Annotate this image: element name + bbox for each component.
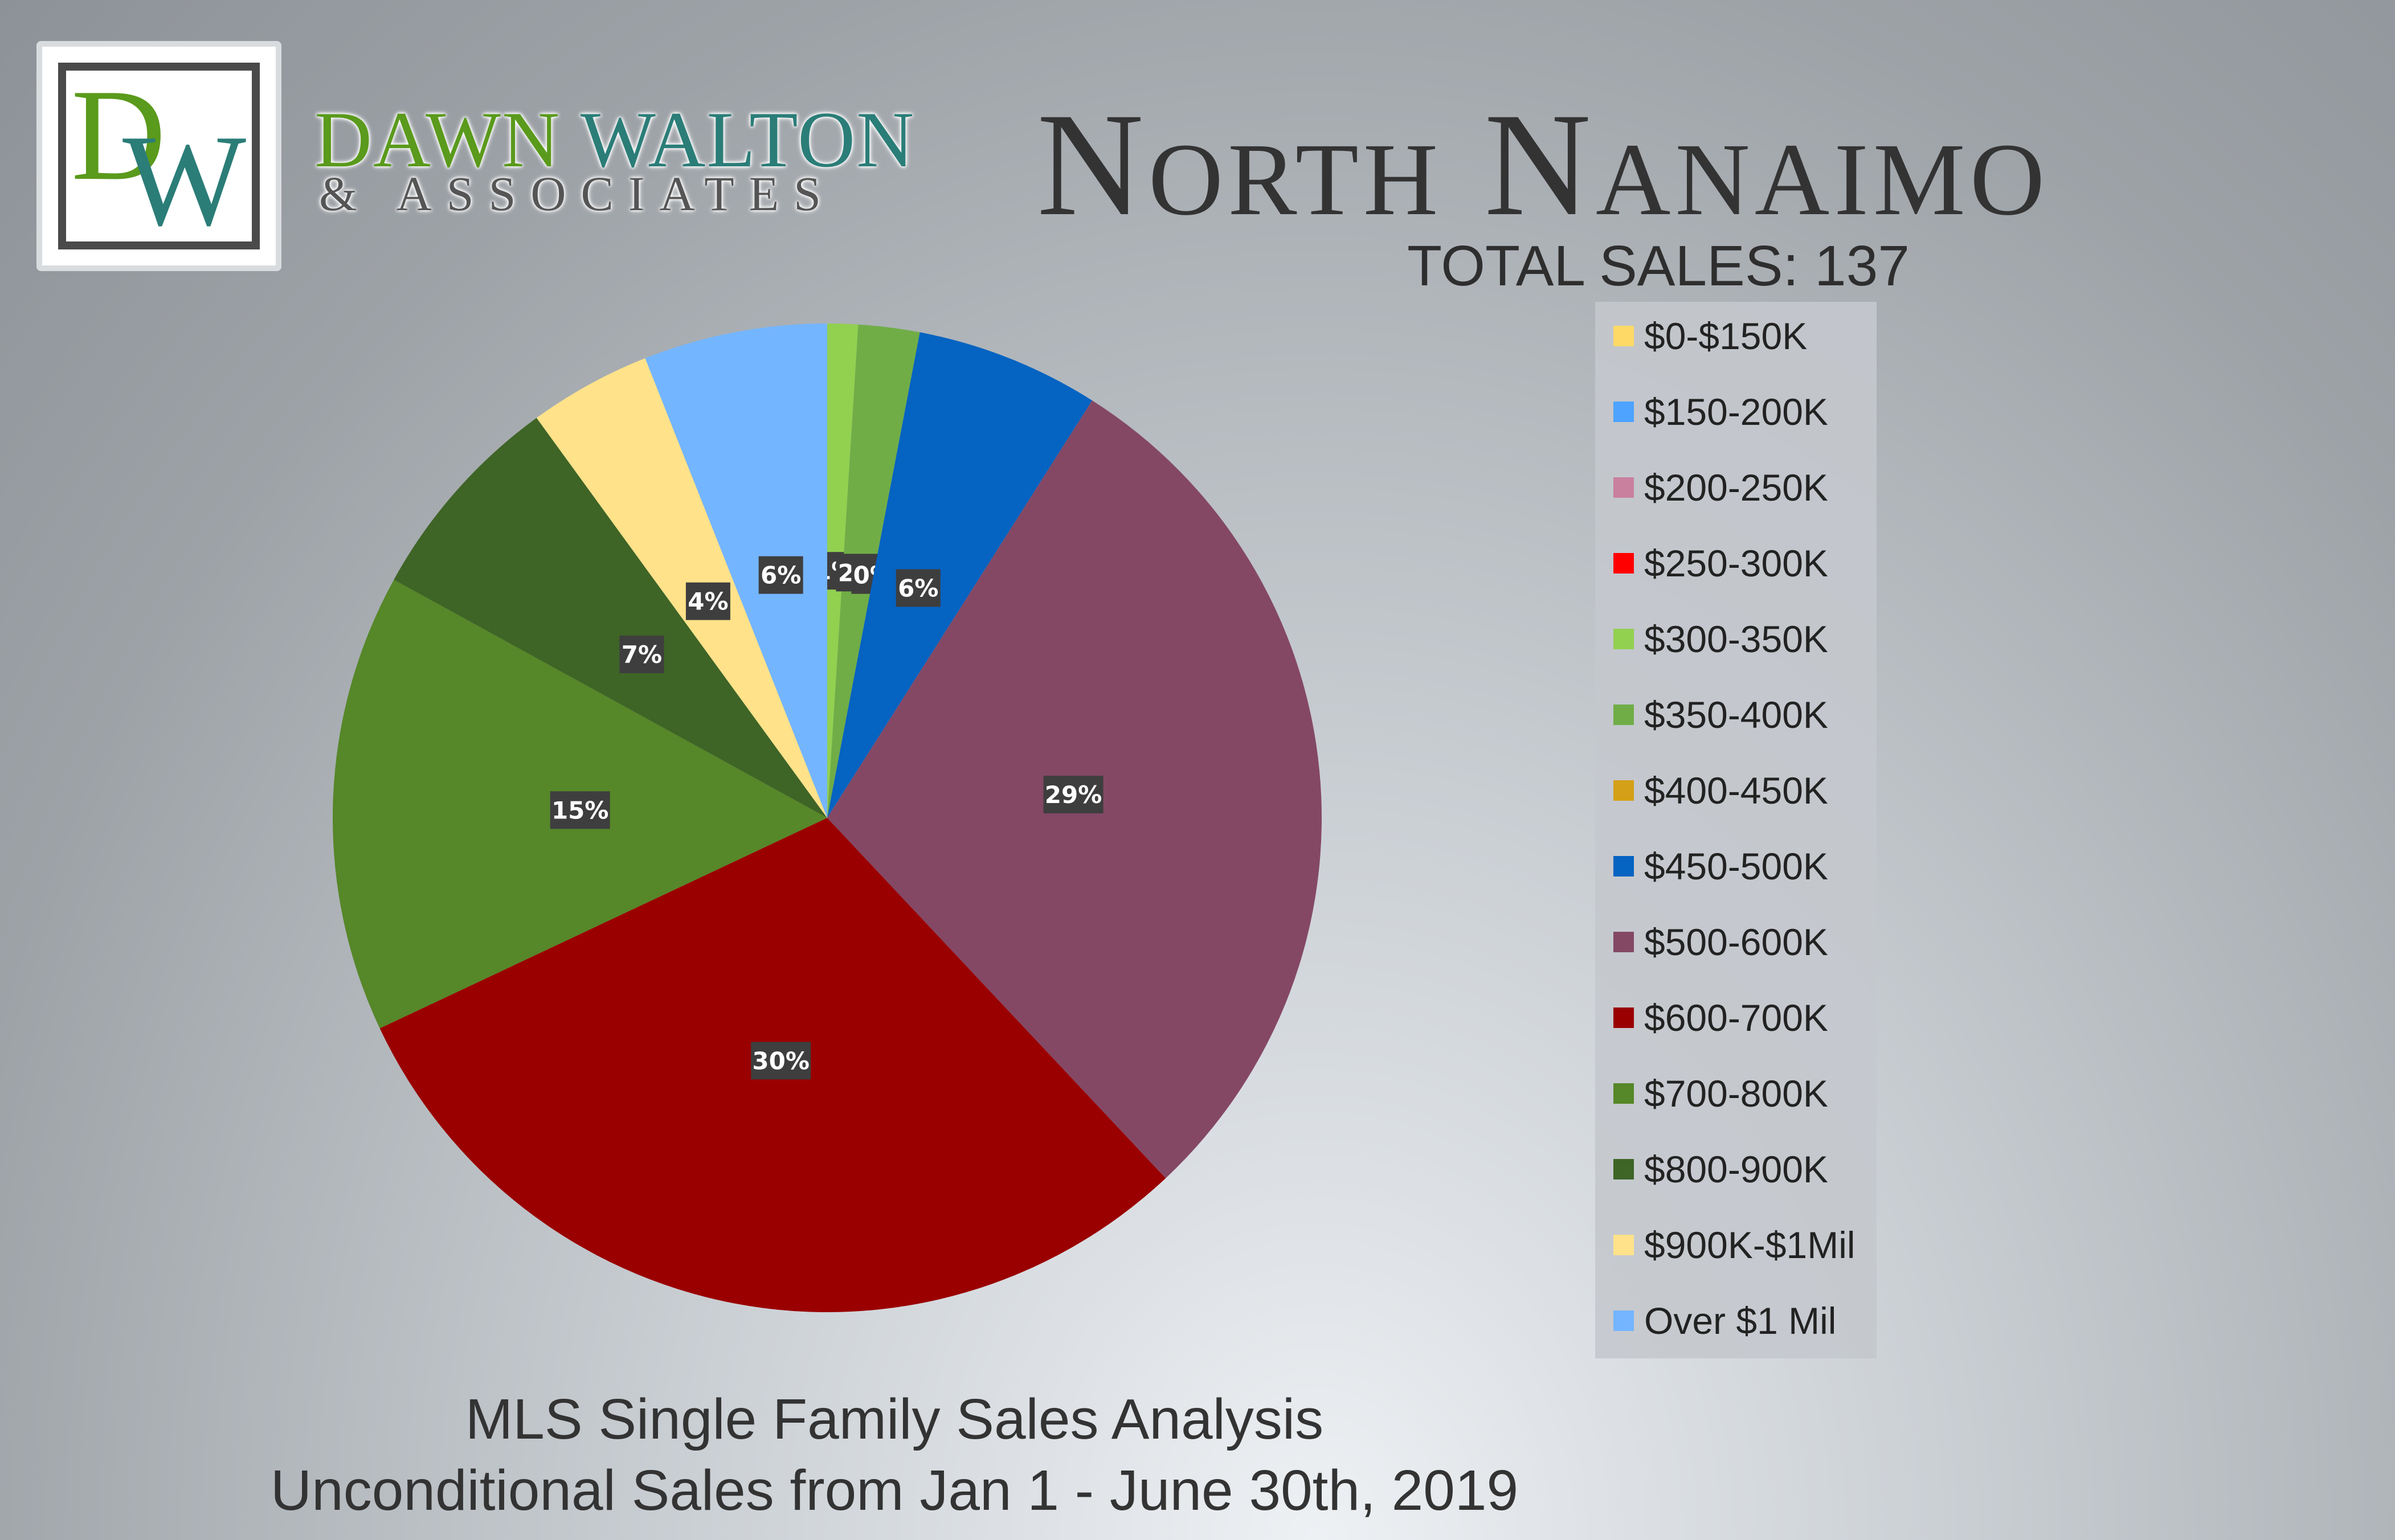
legend-swatch	[1613, 705, 1634, 725]
data-label-900k-1mil: 4%	[685, 582, 730, 620]
legend-label: Over $1 Mil	[1644, 1300, 1837, 1342]
data-label-bg	[896, 569, 941, 607]
data-label-500-600k: 29%	[1043, 776, 1104, 814]
legend-item-300-350k: $300-350K	[1613, 616, 1828, 662]
legend-swatch	[1613, 780, 1634, 801]
legend-swatch	[1613, 402, 1634, 422]
data-label-over-1-mil: 6%	[758, 556, 803, 594]
logo-monogram: D W	[71, 71, 246, 241]
legend-label: $700-800K	[1644, 1072, 1828, 1115]
legend-swatch	[1613, 326, 1634, 346]
brand-logo: D W	[36, 41, 281, 271]
chart-subtitle-line1: MLS Single Family Sales Analysis	[465, 1387, 1324, 1451]
logo-frame: D W	[58, 63, 260, 249]
pie-slice-900k-1mil	[536, 358, 827, 818]
legend-item-800-900k: $800-900K	[1613, 1146, 1828, 1192]
legend-label: $450-500K	[1644, 845, 1828, 887]
legend-item-700-800k: $700-800K	[1613, 1071, 1828, 1116]
legend-item-500-600k: $500-600K	[1613, 919, 1828, 965]
legend-label: $900K-$1Mil	[1644, 1224, 1855, 1266]
chart-legend: $0-$150K $150-200K $200-250K $250-300K $300-…	[1595, 302, 1877, 1358]
pie-slice-800-900k	[394, 417, 827, 818]
legend-label: $600-700K	[1644, 997, 1828, 1039]
legend-item-900k-1mil: $900K-$1Mil	[1613, 1222, 1855, 1268]
legend-label: $250-300K	[1644, 542, 1828, 584]
legend-label: $400-450K	[1644, 769, 1828, 812]
legend-item-600-700k: $600-700K	[1613, 995, 1828, 1041]
data-label-bg	[1043, 776, 1104, 814]
data-label-text: 30%	[752, 1047, 810, 1075]
legend-swatch	[1613, 477, 1634, 498]
legend-item-0-150k: $0-$150K	[1613, 313, 1807, 359]
legend-label: $500-600K	[1644, 921, 1828, 963]
pie-slice-over-1-mil	[645, 323, 827, 818]
legend-item-400-450k: $400-450K	[1613, 768, 1828, 813]
data-label-text: 6%	[898, 574, 938, 602]
data-label-bg	[751, 1042, 811, 1080]
legend-swatch	[1613, 932, 1634, 952]
legend-swatch	[1613, 856, 1634, 877]
legend-swatch	[1613, 553, 1634, 574]
brand-subtitle: & ASSOCIATES	[319, 166, 836, 221]
legend-item-350-400k: $350-400K	[1613, 692, 1828, 738]
pie-slice-450-500k	[827, 332, 1093, 818]
data-label-bg	[685, 582, 730, 620]
data-label-text: 29%	[1045, 781, 1102, 809]
data-label-bg	[758, 556, 803, 594]
legend-item-150-200k: $150-200K	[1613, 389, 1828, 435]
legend-label: $800-900K	[1644, 1148, 1828, 1190]
legend-swatch	[1613, 1235, 1634, 1255]
legend-swatch	[1613, 1007, 1634, 1028]
legend-swatch	[1613, 629, 1634, 649]
legend-item-450-500k: $450-500K	[1613, 843, 1828, 889]
data-label-bg	[550, 791, 610, 829]
data-label-700-800k: 15%	[550, 791, 610, 829]
data-label-bg	[619, 635, 664, 673]
legend-swatch	[1613, 1083, 1634, 1104]
page-title: North Nanaimo	[1037, 83, 2050, 247]
svg-text:D: D	[71, 71, 166, 207]
legend-label: $200-250K	[1644, 466, 1828, 509]
legend-swatch	[1613, 1310, 1634, 1331]
brand-name-last: WALTON	[580, 96, 916, 184]
legend-item-over-1-mil: Over $1 Mil	[1613, 1298, 1836, 1344]
chart-subtitle-line2: Unconditional Sales from Jan 1 - June 30…	[270, 1459, 1519, 1522]
legend-item-250-300k: $250-300K	[1613, 540, 1828, 586]
brand-name: DAWN WALTON	[314, 94, 915, 186]
brand-name-first: DAWN	[314, 96, 561, 184]
total-sales: TOTAL SALES: 137	[1407, 234, 1910, 298]
legend-label: $0-$150K	[1644, 315, 1808, 357]
legend-label: $300-350K	[1644, 618, 1828, 660]
legend-item-200-250k: $200-250K	[1613, 465, 1828, 510]
svg-text:W: W	[122, 108, 246, 241]
legend-label: $150-200K	[1644, 391, 1828, 433]
data-label-text: 6%	[761, 562, 801, 589]
data-label-600-700k: 30%	[751, 1042, 811, 1080]
data-label-text: 4%	[688, 588, 728, 616]
data-label-text: 15%	[551, 796, 609, 824]
data-label-800-900k: 7%	[619, 635, 664, 673]
data-label-text: 7%	[622, 641, 662, 669]
legend-label: $350-400K	[1644, 694, 1828, 736]
data-label-450-500k: 6%	[896, 569, 941, 607]
legend-swatch	[1613, 1159, 1634, 1179]
